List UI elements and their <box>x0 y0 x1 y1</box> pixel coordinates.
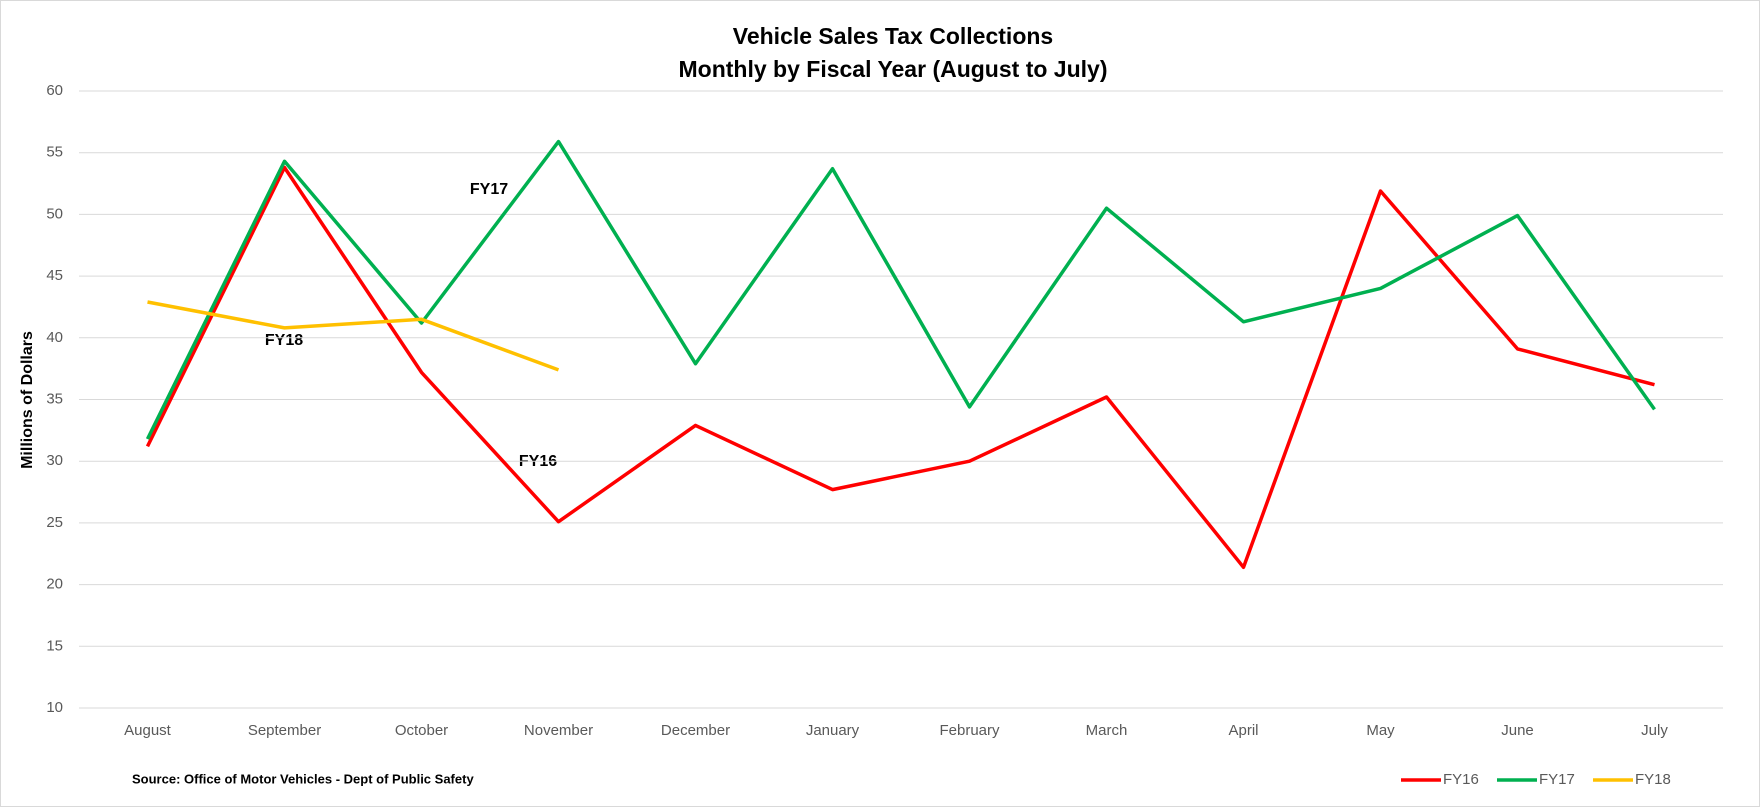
x-tick-label: July <box>1641 722 1668 739</box>
x-tick-label: February <box>939 722 1000 739</box>
y-tick-label: 50 <box>46 205 63 222</box>
x-tick-label: May <box>1366 722 1395 739</box>
series-line <box>145 139 1656 440</box>
x-tick-label: September <box>248 722 321 739</box>
y-tick-label: 15 <box>46 637 63 654</box>
chart-subtitle: Monthly by Fiscal Year (August to July) <box>679 56 1108 82</box>
x-tick-label: October <box>395 722 448 739</box>
y-tick-label: 35 <box>46 390 63 407</box>
legend-label: FY18 <box>1635 771 1671 788</box>
legend-label: FY17 <box>1539 771 1575 788</box>
y-tick-label: 40 <box>46 329 63 346</box>
y-tick-label: 55 <box>46 144 63 161</box>
series-line <box>147 300 560 372</box>
source-note: Source: Office of Motor Vehicles - Dept … <box>132 771 474 786</box>
y-tick-label: 45 <box>46 267 63 284</box>
x-tick-label: August <box>124 722 172 739</box>
x-tick-label: March <box>1086 722 1128 739</box>
annotation: FY18 <box>265 332 303 349</box>
chart-title: Vehicle Sales Tax Collections <box>733 23 1053 49</box>
x-tick-label: January <box>806 722 860 739</box>
legend-label: FY16 <box>1443 771 1479 788</box>
x-tick-label: December <box>661 722 730 739</box>
annotation: FY16 <box>519 453 557 470</box>
y-tick-label: 25 <box>46 514 63 531</box>
series-line <box>145 165 1655 570</box>
y-axis-title: Millions of Dollars <box>19 331 36 469</box>
x-tick-label: November <box>524 722 593 739</box>
x-tick-label: June <box>1501 722 1534 739</box>
y-tick-label: 20 <box>46 576 63 593</box>
y-tick-label: 10 <box>46 699 63 716</box>
y-tick-label: 30 <box>46 452 63 469</box>
x-tick-label: April <box>1228 722 1258 739</box>
y-tick-label: 60 <box>46 82 63 99</box>
annotation: FY17 <box>470 181 508 198</box>
